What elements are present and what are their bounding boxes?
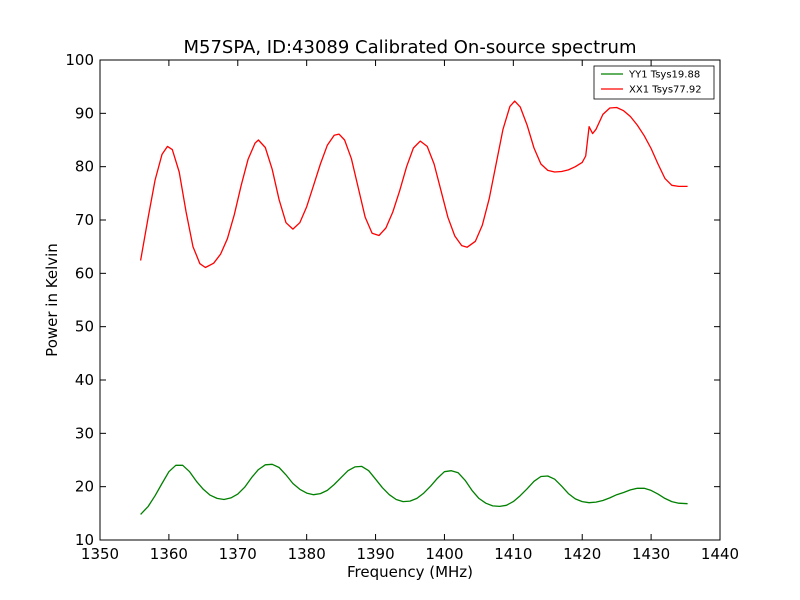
y-tick-label: 20 bbox=[75, 478, 94, 496]
y-tick-label: 30 bbox=[75, 424, 94, 442]
legend-label-yy1: YY1 Tsys19.88 bbox=[628, 70, 700, 81]
x-tick-label: 1370 bbox=[219, 545, 257, 563]
series-line-yy1 bbox=[140, 463, 688, 515]
plot-background bbox=[100, 60, 720, 540]
x-tick-label: 1380 bbox=[288, 545, 326, 563]
x-tick-label: 1360 bbox=[150, 545, 188, 563]
y-tick-label: 70 bbox=[75, 211, 94, 229]
x-tick-label: 1350 bbox=[81, 545, 119, 563]
x-tick-label: 1440 bbox=[701, 545, 739, 563]
plot-frame bbox=[99, 59, 721, 541]
x-tick-label: 1400 bbox=[425, 545, 463, 563]
x-axis-label: Frequency (MHz) bbox=[347, 563, 473, 581]
y-tick-label: 80 bbox=[75, 158, 94, 176]
y-axis-label: Power in Kelvin bbox=[43, 243, 61, 357]
ticks-layer: 1350 1360 1370 1380 1390 1400 1410 1420 1430 1440… bbox=[65, 51, 739, 563]
y-tick-label: 100 bbox=[65, 51, 94, 69]
x-tick-label: 1390 bbox=[356, 545, 394, 563]
y-tick-label: 10 bbox=[75, 531, 94, 549]
y-tick-label: 50 bbox=[75, 318, 94, 336]
series-layer bbox=[139, 100, 688, 515]
x-tick-label: 1410 bbox=[494, 545, 532, 563]
legend-label-xx1: XX1 Tsys77.92 bbox=[629, 85, 702, 96]
chart-title: M57SPA, ID:43089 Calibrated On-source sp… bbox=[183, 37, 636, 58]
legend: YY1 Tsys19.88 XX1 Tsys77.92 bbox=[593, 65, 715, 100]
x-tick-label: 1430 bbox=[632, 545, 670, 563]
series-line-xx1 bbox=[139, 100, 688, 269]
plot-area: 1350 1360 1370 1380 1390 1400 1410 1420 1430 1440… bbox=[65, 51, 739, 563]
legend-box bbox=[593, 65, 715, 100]
y-tick-label: 90 bbox=[75, 104, 94, 122]
x-tick-label: 1420 bbox=[563, 545, 601, 563]
y-tick-label: 40 bbox=[75, 371, 94, 389]
y-tick-label: 60 bbox=[75, 264, 94, 282]
